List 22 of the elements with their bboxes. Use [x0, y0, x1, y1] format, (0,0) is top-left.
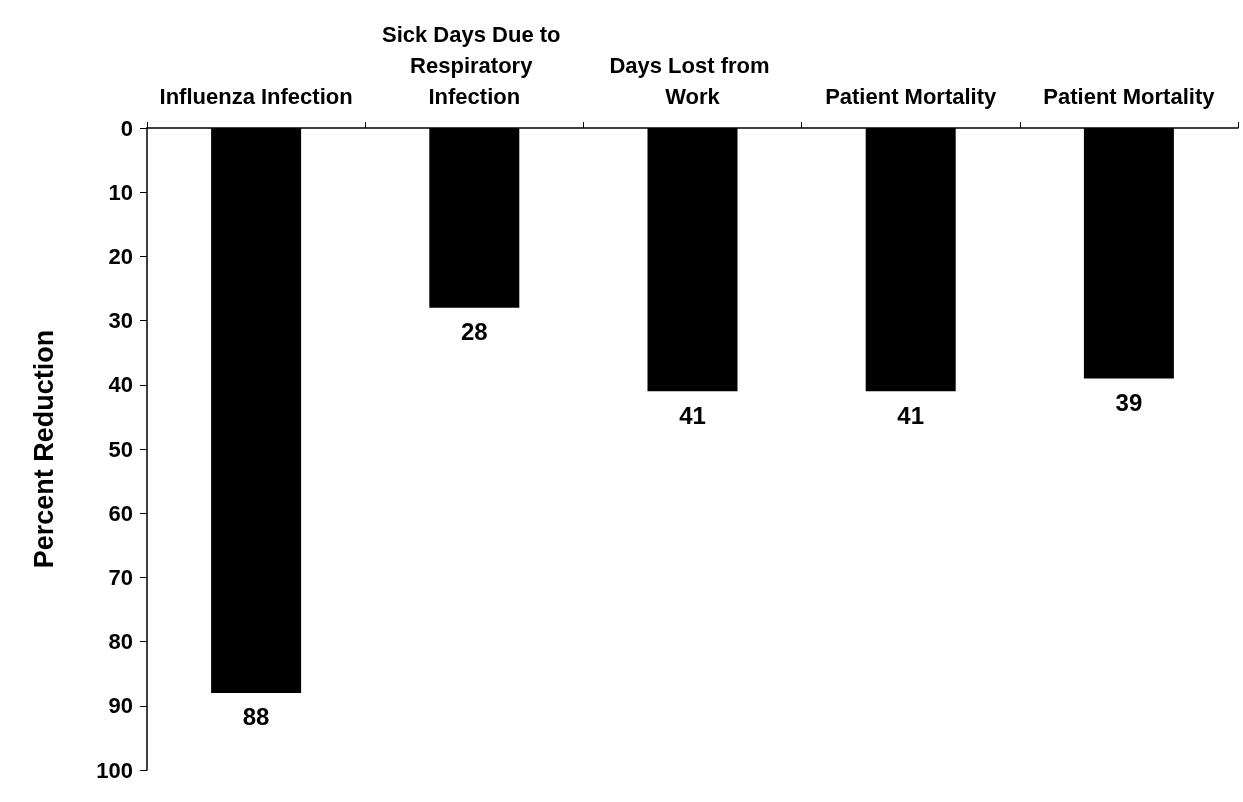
data-label: 28 [460, 318, 488, 346]
x-tick-label: Days Lost from Work [609, 53, 776, 109]
y-tick-label: 80 [108, 629, 133, 655]
y-tick-label: 90 [108, 693, 133, 719]
y-tick-label: 60 [108, 500, 133, 526]
x-tick-label: Sick Days Due to Respiratory Infection [381, 22, 567, 109]
y-tick-label: 30 [108, 308, 133, 334]
y-tick-label: 0 [120, 115, 133, 141]
y-tick-label: 10 [108, 179, 133, 205]
y-tick-label: 100 [96, 757, 133, 783]
y-tick-label: 20 [108, 243, 133, 269]
y-tick-label: 40 [108, 372, 133, 398]
x-tick-label: Patient Mortality [825, 84, 998, 109]
data-label: 88 [242, 703, 270, 731]
y-axis-title: Percent Reduction [28, 329, 59, 569]
x-tick-label: Patient Mortality [1043, 84, 1216, 109]
x-tick-label: Influenza Infection [159, 84, 353, 109]
y-tick-label: 50 [108, 436, 133, 462]
y-tick-label: 70 [108, 564, 133, 590]
data-label: 39 [1115, 388, 1143, 416]
data-label: 41 [679, 401, 706, 429]
data-label: 41 [897, 401, 925, 429]
